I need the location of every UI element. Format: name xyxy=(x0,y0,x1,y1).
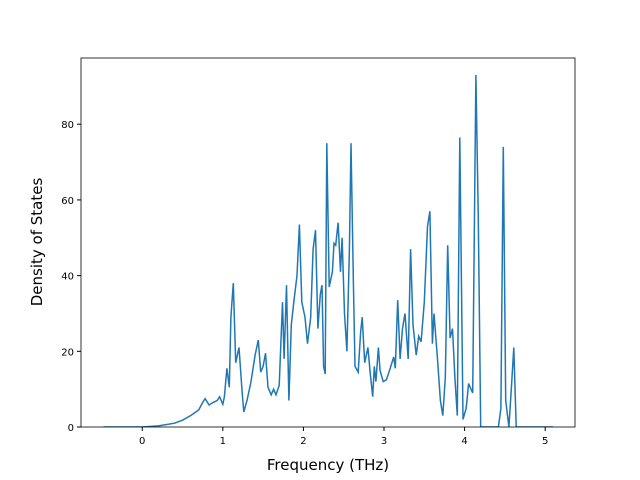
x-axis-label: Frequency (THz) xyxy=(267,456,389,474)
y-tick-label: 0 xyxy=(68,423,74,434)
line xyxy=(103,74,554,427)
x-tick-label: 0 xyxy=(139,436,145,447)
x-tick-label: 4 xyxy=(461,436,467,447)
x-tick-label: 1 xyxy=(220,436,226,447)
y-tick-label: 40 xyxy=(61,272,74,283)
y-tick-label: 60 xyxy=(61,196,74,207)
y-tick-label: 20 xyxy=(61,347,74,358)
x-tick-label: 5 xyxy=(542,436,548,447)
plot-frame xyxy=(80,57,576,428)
x-tick-label: 2 xyxy=(300,436,306,447)
y-axis-label: Density of States xyxy=(28,178,46,307)
x-tick-label: 3 xyxy=(381,436,387,447)
y-tick-label: 80 xyxy=(61,120,74,131)
